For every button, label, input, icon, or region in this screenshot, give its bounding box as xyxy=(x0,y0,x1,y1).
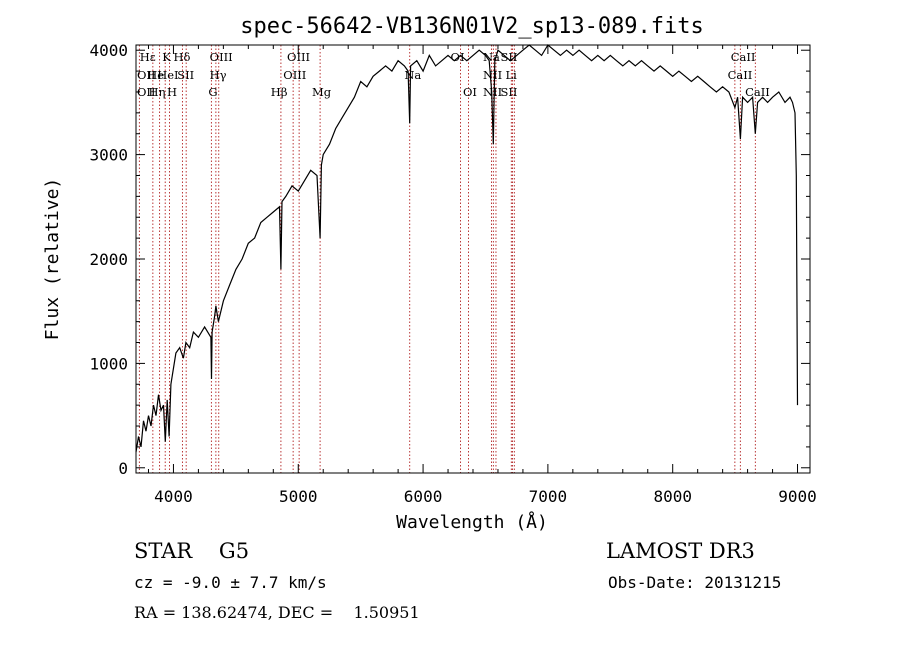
survey-name: LAMOST DR3 xyxy=(606,539,755,563)
line-label: Hη xyxy=(148,85,165,99)
y-tick-label: 2000 xyxy=(89,250,128,269)
spectrum-line xyxy=(135,44,799,453)
line-label: NII xyxy=(483,85,502,99)
x-tick-label: 6000 xyxy=(404,487,443,506)
line-label: Hγ xyxy=(210,68,227,82)
line-label: G xyxy=(208,85,217,99)
line-label: CaII xyxy=(731,50,756,64)
y-tick-label: 1000 xyxy=(89,354,128,373)
x-tick-label: 4000 xyxy=(154,487,193,506)
line-label: Hδ xyxy=(173,50,190,64)
y-tick-label: 4000 xyxy=(89,41,128,60)
line-label: Mg xyxy=(312,85,332,99)
line-label: SII xyxy=(177,68,194,82)
line-label: Hβ xyxy=(271,85,288,99)
line-label: OIII xyxy=(283,68,306,82)
line-label: NII xyxy=(483,68,502,82)
spectral-line-markers xyxy=(138,45,756,473)
x-tick-label: 5000 xyxy=(279,487,318,506)
line-label: Hε xyxy=(140,50,156,64)
y-axis-label: Flux (relative) xyxy=(42,178,63,341)
x-tick-label: 9000 xyxy=(778,487,817,506)
y-axis-ticks: 0 1000 2000 3000 4000 xyxy=(89,41,810,478)
chart-title: spec-56642-VB136N01V2_sp13-089.fits xyxy=(240,14,704,39)
x-tick-label: 7000 xyxy=(529,487,568,506)
line-label: Li xyxy=(505,68,517,82)
line-label: Na xyxy=(483,50,500,64)
y-tick-label: 0 xyxy=(118,459,128,478)
y-tick-label: 3000 xyxy=(89,146,128,165)
x-axis-ticks: 4000 5000 6000 7000 8000 9000 xyxy=(147,45,817,506)
x-axis-label: Wavelength (Å) xyxy=(396,511,548,533)
line-label: He xyxy=(147,68,164,82)
line-label: CaII xyxy=(728,68,753,82)
plot-frame xyxy=(135,44,811,474)
line-label: CaII xyxy=(745,85,770,99)
line-label: K xyxy=(162,50,171,64)
redshift-value: cz = -9.0 ± 7.7 km/s xyxy=(134,573,327,592)
line-label: H xyxy=(167,85,177,99)
line-label: OII xyxy=(137,85,156,99)
line-label: OI xyxy=(463,85,477,99)
line-label: HeI xyxy=(157,68,178,82)
line-label: OIII xyxy=(287,50,310,64)
x-tick-label: 8000 xyxy=(653,487,692,506)
observation-date: Obs-Date: 20131215 xyxy=(608,573,782,592)
line-label: SII xyxy=(500,50,517,64)
line-label: OIII xyxy=(210,50,233,64)
star-classification: STAR G5 xyxy=(134,539,250,563)
ra-dec-coordinates: RA = 138.62474, DEC = 1.50951 xyxy=(134,603,420,622)
line-label: OII xyxy=(137,68,156,82)
line-label: SII xyxy=(500,85,517,99)
